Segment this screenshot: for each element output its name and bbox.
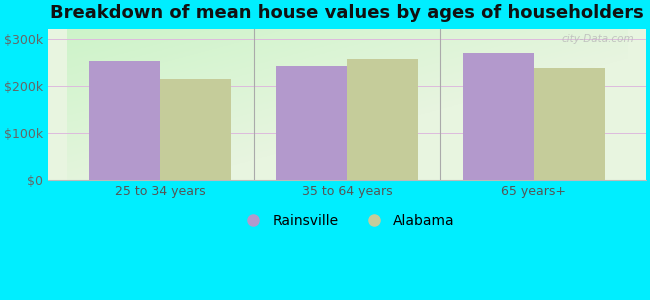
Legend: Rainsville, Alabama: Rainsville, Alabama — [234, 209, 460, 234]
Title: Breakdown of mean house values by ages of householders: Breakdown of mean house values by ages o… — [50, 4, 644, 22]
Bar — [463, 53, 534, 180]
Bar — [276, 66, 347, 180]
Text: city-Data.com: city-Data.com — [561, 34, 634, 44]
Bar — [89, 61, 160, 180]
Bar — [534, 68, 604, 180]
Bar — [347, 58, 418, 180]
Bar — [160, 79, 231, 180]
